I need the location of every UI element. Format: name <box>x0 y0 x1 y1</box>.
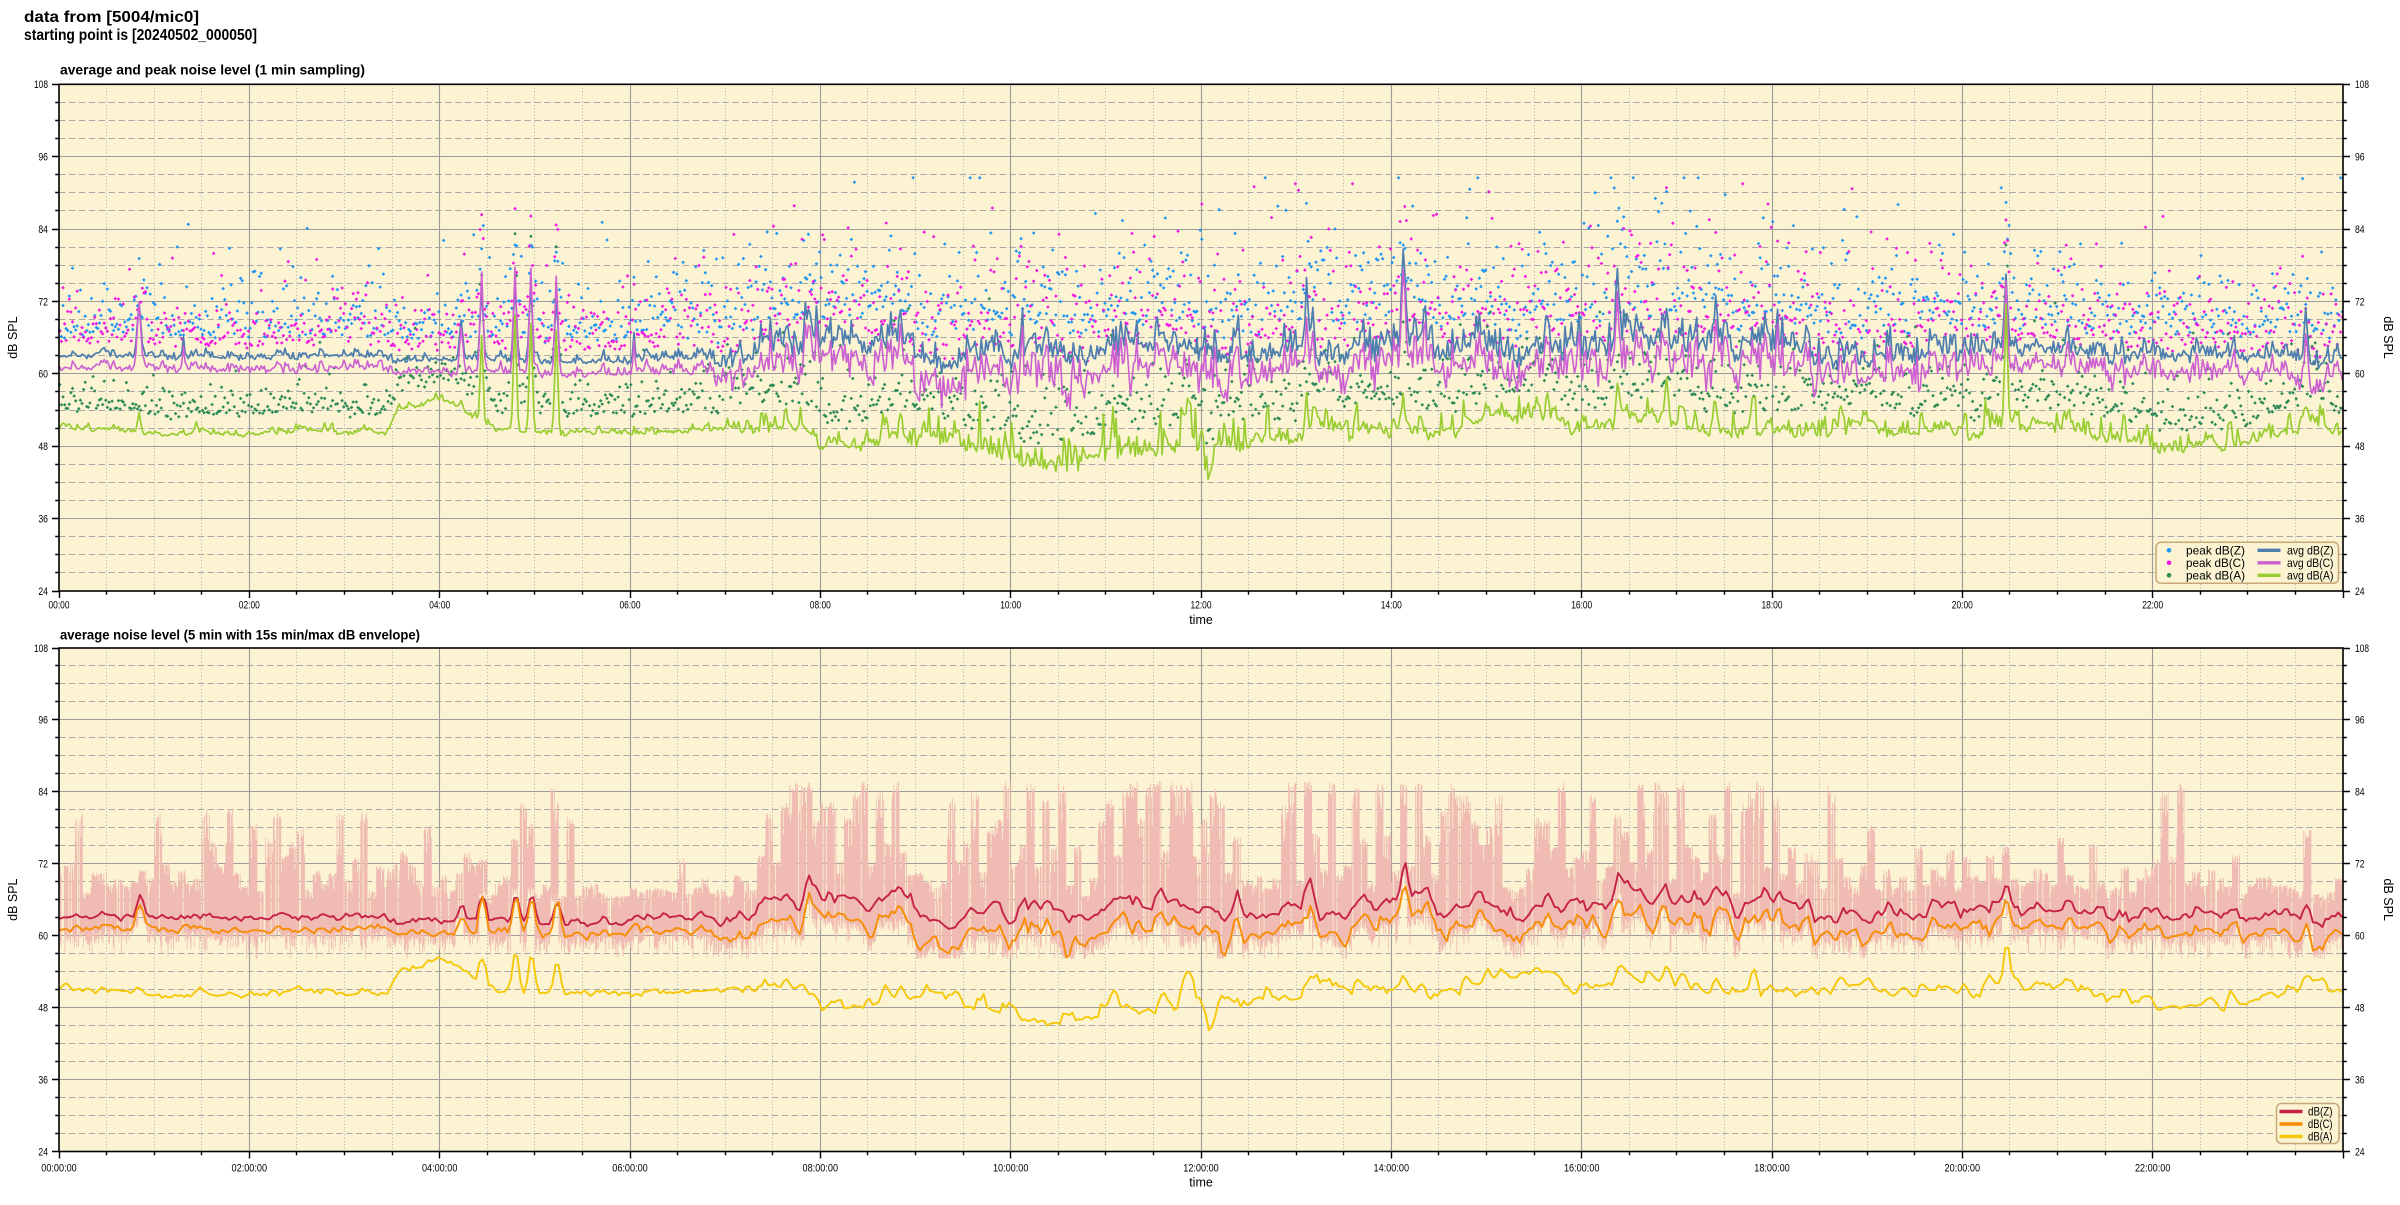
svg-text:96: 96 <box>38 152 48 164</box>
svg-text:108: 108 <box>34 79 48 91</box>
svg-text:data from [5004/mic0]: data from [5004/mic0] <box>24 9 199 26</box>
svg-text:24: 24 <box>38 586 48 598</box>
svg-text:24: 24 <box>2355 1146 2365 1158</box>
svg-text:avg dB(C): avg dB(C) <box>2287 556 2334 570</box>
svg-text:36: 36 <box>38 1074 48 1086</box>
svg-text:dB(C): dB(C) <box>2308 1117 2333 1131</box>
svg-text:108: 108 <box>2355 643 2369 655</box>
svg-text:16:00:00: 16:00:00 <box>1564 1163 1600 1175</box>
svg-text:peak dB(Z): peak dB(Z) <box>2186 544 2245 558</box>
svg-text:48: 48 <box>2355 441 2365 453</box>
svg-text:18:00: 18:00 <box>1762 600 1783 612</box>
svg-text:dB SPL: dB SPL <box>6 316 20 358</box>
svg-text:dB(A): dB(A) <box>2308 1130 2333 1144</box>
svg-text:00:00: 00:00 <box>49 600 70 612</box>
svg-text:20:00:00: 20:00:00 <box>1945 1163 1981 1175</box>
svg-text:starting point is [20240502_00: starting point is [20240502_000050] <box>24 27 257 44</box>
svg-text:avg dB(Z): avg dB(Z) <box>2287 544 2334 558</box>
svg-text:04:00:00: 04:00:00 <box>422 1163 458 1175</box>
svg-text:dB(Z): dB(Z) <box>2308 1105 2333 1119</box>
svg-text:22:00: 22:00 <box>2142 600 2163 612</box>
svg-text:96: 96 <box>38 715 48 727</box>
svg-text:108: 108 <box>34 643 48 655</box>
svg-text:dB SPL: dB SPL <box>2381 316 2395 358</box>
svg-text:dB SPL: dB SPL <box>2381 879 2395 921</box>
svg-text:36: 36 <box>2355 1074 2365 1086</box>
svg-text:84: 84 <box>2355 224 2365 236</box>
svg-text:12:00: 12:00 <box>1191 600 1212 612</box>
svg-text:36: 36 <box>38 513 48 525</box>
svg-text:84: 84 <box>2355 787 2365 799</box>
svg-text:60: 60 <box>2355 931 2365 943</box>
svg-text:04:00: 04:00 <box>429 600 450 612</box>
svg-text:84: 84 <box>38 224 48 236</box>
svg-text:96: 96 <box>2355 715 2365 727</box>
svg-text:peak dB(C): peak dB(C) <box>2186 556 2245 570</box>
svg-text:14:00:00: 14:00:00 <box>1374 1163 1410 1175</box>
svg-text:24: 24 <box>2355 586 2365 598</box>
svg-text:84: 84 <box>38 787 48 799</box>
svg-text:48: 48 <box>38 441 48 453</box>
svg-text:24: 24 <box>38 1146 48 1158</box>
svg-text:06:00:00: 06:00:00 <box>612 1163 648 1175</box>
svg-text:time: time <box>1189 1176 1213 1190</box>
svg-text:avg dB(A): avg dB(A) <box>2287 569 2334 583</box>
svg-text:dB SPL: dB SPL <box>6 878 20 920</box>
svg-text:36: 36 <box>2355 513 2365 525</box>
svg-text:18:00:00: 18:00:00 <box>1754 1163 1790 1175</box>
svg-text:20:00: 20:00 <box>1952 600 1973 612</box>
svg-text:72: 72 <box>38 859 48 871</box>
svg-text:02:00:00: 02:00:00 <box>232 1163 268 1175</box>
svg-text:average noise level (5 min wit: average noise level (5 min with 15s min/… <box>60 627 420 643</box>
svg-text:72: 72 <box>2355 296 2365 308</box>
svg-text:72: 72 <box>38 296 48 308</box>
svg-text:60: 60 <box>38 369 48 381</box>
svg-text:08:00:00: 08:00:00 <box>803 1163 839 1175</box>
svg-text:00:00:00: 00:00:00 <box>41 1163 77 1175</box>
svg-text:08:00: 08:00 <box>810 600 831 612</box>
svg-text:06:00: 06:00 <box>620 600 641 612</box>
svg-text:60: 60 <box>2355 369 2365 381</box>
svg-text:108: 108 <box>2355 79 2369 91</box>
svg-text:48: 48 <box>2355 1002 2365 1014</box>
svg-text:14:00: 14:00 <box>1381 600 1402 612</box>
svg-text:peak dB(A): peak dB(A) <box>2186 569 2245 583</box>
svg-text:48: 48 <box>38 1002 48 1014</box>
svg-text:60: 60 <box>38 931 48 943</box>
svg-text:72: 72 <box>2355 859 2365 871</box>
svg-text:10:00: 10:00 <box>1000 600 1021 612</box>
svg-text:12:00:00: 12:00:00 <box>1183 1163 1219 1175</box>
svg-text:02:00: 02:00 <box>239 600 260 612</box>
svg-text:average and peak noise level (: average and peak noise level (1 min samp… <box>60 62 365 78</box>
svg-text:96: 96 <box>2355 152 2365 164</box>
svg-text:10:00:00: 10:00:00 <box>993 1163 1029 1175</box>
svg-text:16:00: 16:00 <box>1571 600 1592 612</box>
svg-text:22:00:00: 22:00:00 <box>2135 1163 2171 1175</box>
svg-text:time: time <box>1189 613 1213 627</box>
